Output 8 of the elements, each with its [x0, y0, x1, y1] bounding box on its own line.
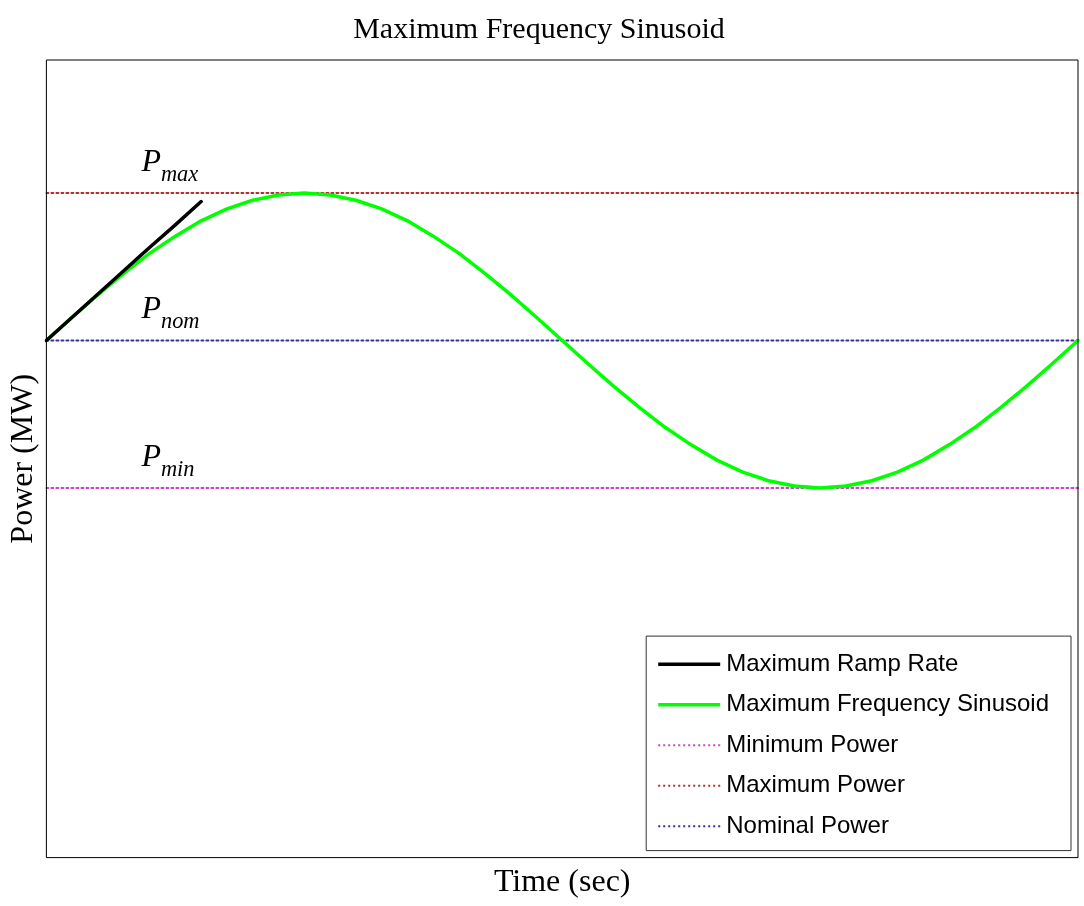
legend-label: Maximum Power	[726, 770, 905, 798]
chart-title: Maximum Frequency Sinusoid	[353, 10, 725, 44]
legend-label: Nominal Power	[726, 810, 889, 838]
legend-label: Maximum Ramp Rate	[726, 648, 959, 676]
x-axis-title: Time (sec)	[493, 862, 631, 899]
y-axis-title: Power (MW)	[2, 373, 39, 544]
legend-label: Maximum Frequency Sinusoid	[726, 689, 1049, 717]
legend-label: Minimum Power	[726, 729, 899, 757]
